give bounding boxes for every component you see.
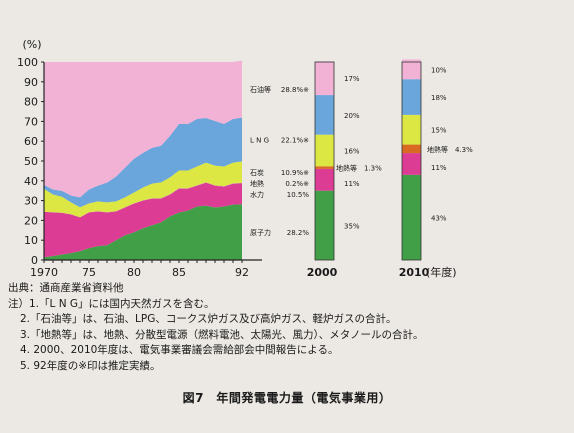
bar-2000-hydro bbox=[315, 168, 334, 191]
x-tick-label: 1970 bbox=[30, 266, 58, 279]
bar-label-2010-oil: 10% bbox=[431, 66, 447, 74]
bar-label-2000-hydro: 11% bbox=[344, 180, 360, 188]
note-3: 3.「地熱等」は、地熱、分散型電源（燃料電池、太陽光、風力）、メタノールの合計。 bbox=[20, 328, 424, 341]
figure-notes: 出典：通商産業省資料他 注）1.「L N G」には国内天然ガスを含む。 2.「石… bbox=[8, 281, 423, 375]
bar-2000-geothermal bbox=[315, 166, 334, 169]
bar-label-2000-coal: 16% bbox=[344, 148, 360, 156]
bar-label-2000-oil: 17% bbox=[344, 75, 360, 83]
y-tick-label: 10 bbox=[24, 234, 38, 247]
bar-2000-coal bbox=[315, 134, 334, 167]
note-5: 5. 92年度の※印は推定実績。 bbox=[20, 359, 161, 372]
series-value-lng: 22.1%※ bbox=[281, 137, 309, 145]
y-tick-label: 50 bbox=[24, 155, 38, 168]
note-2: 2.「石油等」は、石油、LPG、コークス炉ガス及び高炉ガス、軽炉ガスの合計。 bbox=[20, 313, 397, 326]
y-tick-label: 80 bbox=[24, 96, 38, 109]
y-tick-label: 70 bbox=[24, 115, 38, 128]
bar-2010-coal bbox=[402, 114, 421, 145]
note-4: 4. 2000、2010年度は、電気事業審議会需給部会中間報告による。 bbox=[20, 344, 339, 357]
area-lng bbox=[44, 117, 242, 208]
bar-label-2000-geothermal-name: 地熱等 bbox=[336, 164, 357, 173]
source-note: 出典：通商産業省資料他 bbox=[8, 282, 124, 294]
area-hydro bbox=[44, 182, 242, 258]
bar-2010-lng bbox=[402, 79, 421, 115]
y-tick-label: 100 bbox=[17, 56, 38, 69]
note-1: 注）1.「L N G」には国内天然ガスを含む。 bbox=[8, 297, 215, 310]
series-label-hydro: 水力 bbox=[250, 190, 264, 199]
bar-label-2000-nuclear: 35% bbox=[344, 222, 360, 230]
series-value-nuclear: 28.2% bbox=[287, 229, 310, 237]
bar-label-2000-lng: 20% bbox=[344, 112, 360, 120]
series-label-oil: 石油等 bbox=[250, 85, 271, 94]
bar-label-2010-hydro: 11% bbox=[431, 164, 447, 172]
bar-label-2010-nuclear: 43% bbox=[431, 214, 447, 222]
series-label-coal: 石炭 bbox=[250, 169, 264, 177]
x-tick-label: 85 bbox=[172, 266, 186, 279]
bar-label-2010-geothermal: 4.3% bbox=[455, 146, 473, 154]
series-value-geothermal: 0.2%※ bbox=[285, 180, 309, 188]
x-tick-label: 75 bbox=[82, 266, 96, 279]
bar-label-2010-coal: 15% bbox=[431, 127, 447, 135]
y-unit-label: (%) bbox=[22, 38, 41, 51]
series-label-nuclear: 原子力 bbox=[250, 228, 271, 237]
bar-label-2010-geothermal-name: 地熱等 bbox=[427, 145, 448, 154]
bar-2010-nuclear bbox=[402, 174, 421, 260]
series-value-hydro: 10.5% bbox=[287, 191, 310, 199]
y-tick-label: 0 bbox=[31, 254, 38, 267]
y-tick-label: 90 bbox=[24, 76, 38, 89]
bar-2010-oil bbox=[402, 59, 421, 80]
series-label-geothermal: 地熱 bbox=[250, 179, 264, 188]
x-tick-label: 92 bbox=[235, 266, 249, 279]
x-tick-label: 80 bbox=[127, 266, 141, 279]
bar-outline-2010 bbox=[401, 61, 422, 261]
bar-2000-oil bbox=[315, 61, 334, 96]
area-nuclear bbox=[44, 204, 242, 260]
y-tick-label: 20 bbox=[24, 214, 38, 227]
bar-outline-2000 bbox=[314, 61, 335, 261]
bar-2000-lng bbox=[315, 95, 334, 135]
figure-caption: 図7 年間発電電力量（電気事業用） bbox=[182, 391, 392, 405]
area-oil bbox=[44, 60, 242, 198]
bar-year-2010: 2010 bbox=[399, 266, 430, 279]
y-tick-label: 40 bbox=[24, 175, 38, 188]
x-axis-note: (年度) bbox=[426, 265, 457, 279]
bar-label-2000-geothermal: 1.3% bbox=[364, 165, 382, 173]
bar-label-2010-lng: 18% bbox=[431, 94, 447, 102]
series-value-coal: 10.9%※ bbox=[281, 169, 309, 177]
y-tick-label: 60 bbox=[24, 135, 38, 148]
bar-2010-hydro bbox=[402, 153, 421, 175]
bar-2000-nuclear bbox=[315, 190, 334, 260]
series-value-oil: 28.8%※ bbox=[281, 86, 309, 94]
series-label-lng: L N G bbox=[250, 137, 269, 145]
area-coal bbox=[44, 161, 242, 218]
y-tick-label: 30 bbox=[24, 195, 38, 208]
bar-2010-geothermal bbox=[402, 144, 421, 154]
generation-share-chart: 0 10 20 30 40 50 60 70 80 90 100 (%) 1970 75 80 85 92 石油等… bbox=[17, 38, 473, 279]
bar-year-2000: 2000 bbox=[307, 266, 338, 279]
